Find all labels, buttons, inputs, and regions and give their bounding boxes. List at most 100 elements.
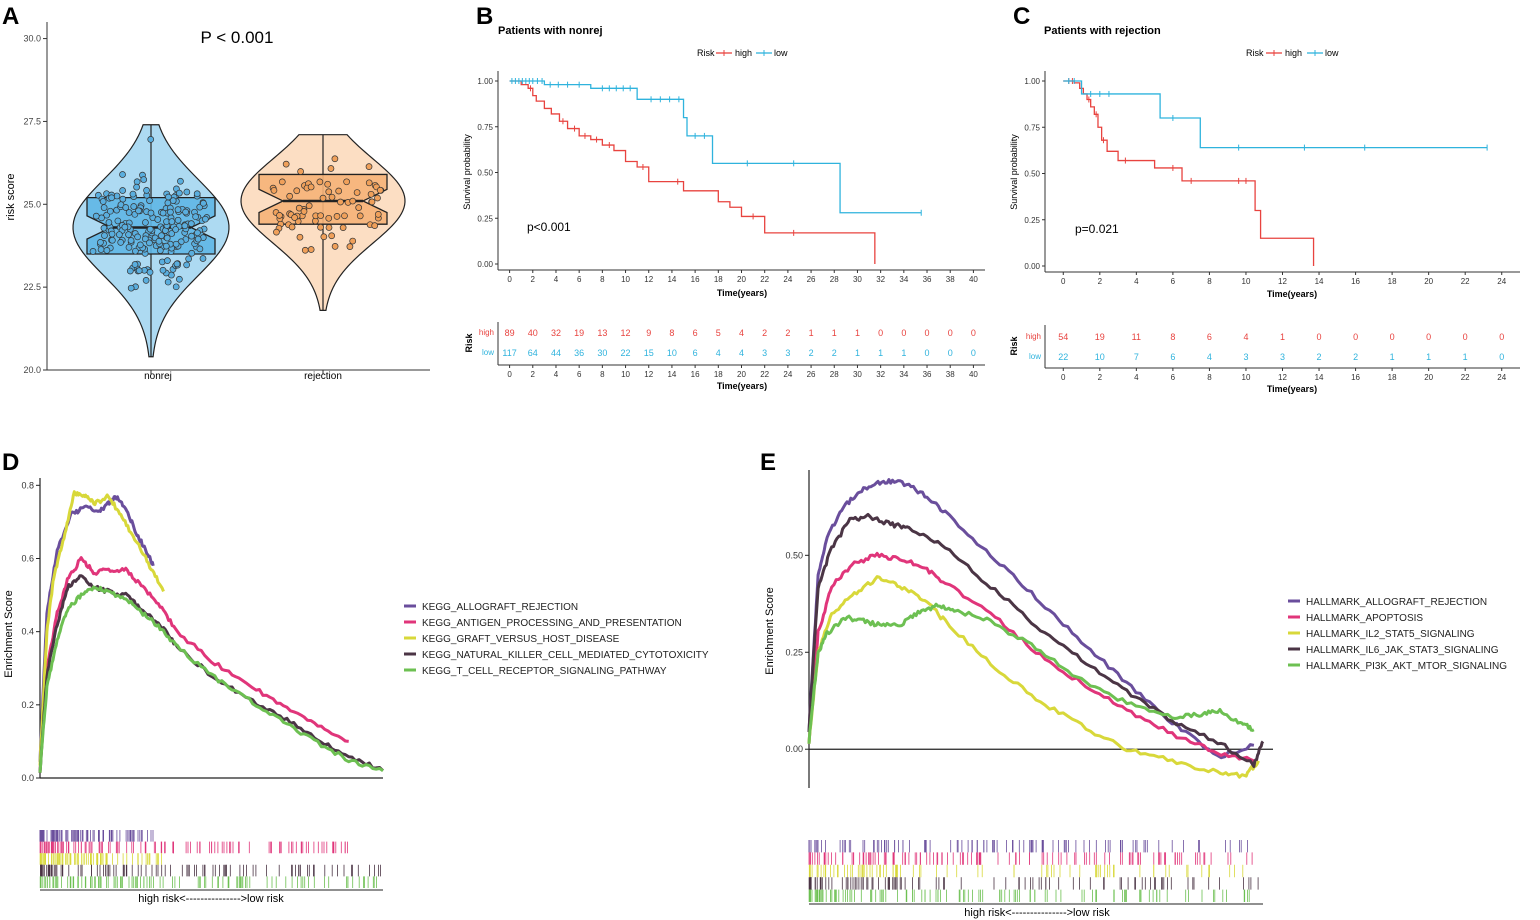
point-nonrej [126,267,134,275]
risktable-xtick-label: 2 [1098,373,1103,382]
risktable-cell-low: 22 [1058,352,1068,362]
point-nonrej [100,204,108,211]
risktable-cell-high: 4 [1243,332,1248,342]
gsea-ytick-label: 0.2 [21,700,34,710]
km-xtick-label: 24 [1497,277,1506,286]
point-nonrej [182,208,189,216]
point-nonrej [140,176,148,183]
gsea-legend-label: HALLMARK_APOPTOSIS [1306,613,1423,624]
km-xtick-label: 8 [1207,277,1212,286]
risktable-xtick-label: 10 [1242,373,1251,382]
point-rejection [291,214,298,221]
km-xtick-label: 18 [1388,277,1397,286]
km-xtick-label: 22 [1461,277,1470,286]
risktable-xtick-label: 28 [830,370,839,379]
point-nonrej [133,183,140,191]
point-rejection [307,246,315,253]
gsea-legend-label: KEGG_NATURAL_KILLER_CELL_MEDIATED_CYTOTO… [422,650,709,661]
panel-e-gsea-plot: 0.00 0.25 0.50 HALLMARK_ALLOGRAFT_REJECTION… [785,470,1507,905]
gsea-legend-label: KEGG_ALLOGRAFT_REJECTION [422,602,578,613]
point-nonrej [188,249,196,257]
point-rejection [339,224,347,231]
km-xtick-label: 2 [531,275,536,284]
point-nonrej [146,225,154,233]
point-nonrej [129,190,137,198]
point-nonrej [105,219,113,226]
km-curve-high [1063,80,1315,266]
km-xtick-label: 40 [969,275,978,284]
panel-c-legend-low: low [1325,48,1339,58]
km-xtick-label: 2 [1098,277,1103,286]
panel-c-legend-title: Risk [1246,48,1264,58]
point-nonrej [103,247,111,254]
gsea-legend-label: HALLMARK_IL6_JAK_STAT3_SIGNALING [1306,645,1499,656]
point-rejection [333,213,341,220]
risktable-cell-high: 12 [621,328,631,338]
point-rejection [341,212,348,220]
gsea-curve-hallmark_apoptosis [807,551,1255,763]
point-nonrej [188,232,195,240]
point-rejection [319,194,327,202]
point-rejection [325,224,333,231]
risktable-xtick-label: 24 [1497,373,1506,382]
point-rejection [307,183,315,191]
km-xtick-label: 20 [1424,277,1433,286]
point-rejection [276,212,283,219]
risktable-cell-low: 1 [1390,352,1395,362]
panel-c-title: Patients with rejection [1044,25,1161,37]
risktable-cell-low: 10 [667,348,677,358]
km-xtick-label: 22 [760,275,769,284]
risktable-xtick-label: 24 [783,370,792,379]
point-rejection [353,189,361,196]
point-nonrej [106,207,114,215]
panel-label-a: A [2,3,19,30]
point-nonrej [187,220,195,227]
point-nonrej [146,239,153,247]
gsea-ytick-label: 0.00 [785,744,803,754]
point-nonrej [167,208,174,216]
gsea-legend-label: HALLMARK_ALLOGRAFT_REJECTION [1306,597,1487,608]
risktable-cell-high: 0 [901,328,906,338]
risktable-cell-high: 0 [1463,332,1468,342]
point-nonrej [196,245,204,253]
risktable-cell-high: 0 [971,328,976,338]
panel-b-legend-high: high [735,48,752,58]
risktable-cell-high: 54 [1058,332,1068,342]
point-rejection [317,212,324,220]
point-nonrej [169,197,177,204]
point-rejection [325,188,333,196]
risktable-cell-low: 0 [925,348,930,358]
risktable-cell-low: 44 [551,348,561,358]
risktable-cell-low: 0 [1499,352,1504,362]
gsea-legend-label: KEGG_T_CELL_RECEPTOR_SIGNALING_PATHWAY [422,666,667,677]
km-xtick-label: 14 [1315,277,1324,286]
panel-c-risktable-row-high: high [1026,332,1041,341]
panel-b-ylabel: Survival probability [462,134,472,210]
point-rejection [317,223,324,231]
point-rejection [297,168,304,175]
point-nonrej [192,213,199,221]
point-rejection [301,246,309,254]
point-rejection [337,198,344,206]
risktable-xtick-label: 12 [644,370,653,379]
risktable-cell-low: 0 [971,348,976,358]
risktable-xtick-label: 4 [1134,373,1139,382]
point-nonrej [134,233,141,241]
point-nonrej [175,189,183,197]
panel-label-e: E [760,449,776,476]
risktable-cell-low: 4 [716,348,721,358]
panel-e-bottom-label: high risk<--------------->low risk [964,907,1110,919]
point-nonrej [125,231,132,238]
risktable-xtick-label: 40 [969,370,978,379]
km-xtick-label: 0 [507,275,512,284]
point-rejection [355,204,363,212]
risktable-cell-low: 1 [1426,352,1431,362]
km-xtick-label: 0 [1061,277,1066,286]
risktable-xtick-label: 30 [853,370,862,379]
panel-c-pvalue: p=0.021 [1075,222,1119,236]
point-nonrej [108,236,116,244]
point-rejection [305,202,313,210]
risktable-cell-high: 5 [716,328,721,338]
km-xtick-label: 10 [1242,277,1251,286]
